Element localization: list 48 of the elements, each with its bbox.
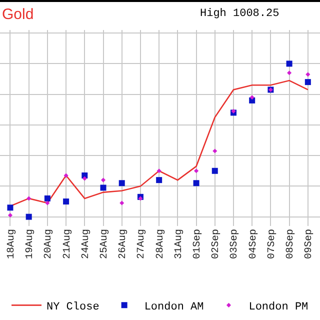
x-tick-label: 01Sep [192,229,204,260]
x-tick-label: 26Aug [118,229,130,260]
legend-label: London AM [144,301,204,314]
point [286,60,292,67]
point [26,214,32,220]
x-tick-label: 28Aug [155,229,166,260]
point [156,168,162,174]
chart-subtitle: High 1008.25 [200,8,280,20]
x-tick-label: 31Aug [174,229,185,260]
x-tick-label: 09Sep [304,229,316,260]
point [304,79,311,86]
point [250,95,254,100]
point [212,148,218,154]
point [194,168,199,174]
x-tick-label: 19Aug [25,229,36,260]
x-tick-label: 02Sep [211,229,222,260]
point [7,204,14,211]
x-tick-label: 04Sep [248,229,260,260]
legend-label: NY Close [46,301,100,314]
point [44,195,50,202]
point [45,200,50,206]
point [64,173,68,178]
point [193,180,200,186]
x-tick-label: 18Aug [6,229,18,260]
point [100,184,106,191]
point [100,178,106,182]
point [82,176,87,181]
x-tick-label: 21Aug [62,229,74,260]
point [118,180,125,186]
point [120,200,124,206]
point [63,198,70,204]
point [156,177,162,184]
chart-title: Gold [2,6,34,23]
point [138,196,143,201]
x-tick-label: 25Aug [100,229,111,260]
point [306,72,310,77]
legend-label: London PM [248,301,308,314]
point [231,108,236,114]
x-tick-label: 20Aug [44,229,55,260]
x-tick-label: 24Aug [80,229,92,260]
point [8,213,13,218]
x-tick-label: 27Aug [136,229,148,260]
point [26,196,32,201]
x-tick-label: 03Sep [230,229,241,260]
point [287,70,292,76]
x-tick-label: 08Sep [286,229,297,260]
x-tick-label: 07Sep [266,229,278,260]
point [212,168,218,174]
